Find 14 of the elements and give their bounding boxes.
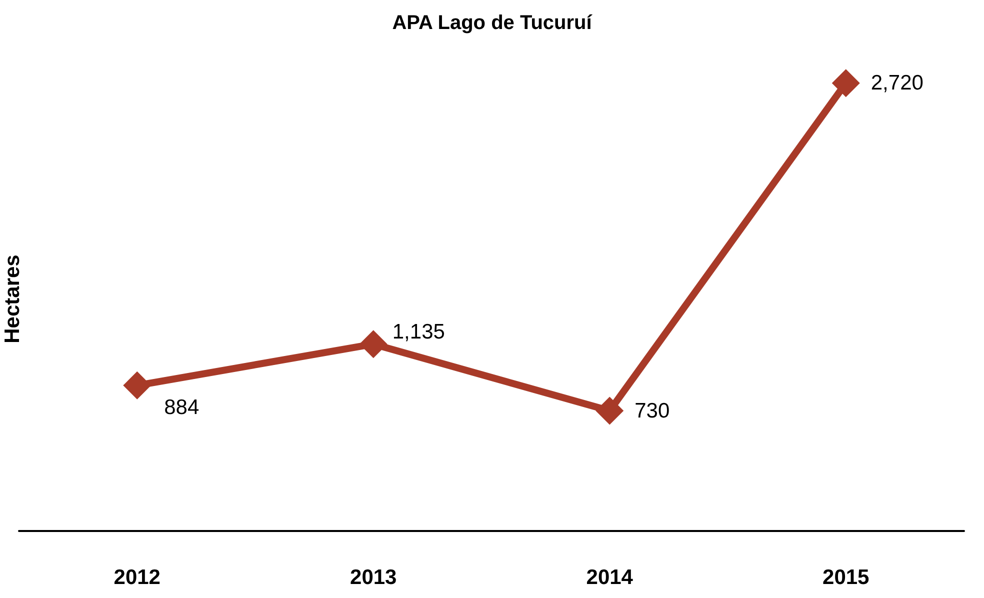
point <box>832 69 860 98</box>
data-label: 1,135 <box>392 320 445 344</box>
y-axis-title: Hectares <box>1 254 24 344</box>
x-tick-label: 2013 <box>350 566 397 589</box>
x-tick-label: 2014 <box>586 566 634 589</box>
chart-title: APA Lago de Tucuruí <box>392 12 594 34</box>
point <box>123 371 152 400</box>
x-tick-label: 2012 <box>114 566 160 589</box>
data-label: 2,720 <box>870 72 924 95</box>
data-label: 884 <box>164 396 200 419</box>
x-tick-label: 2015 <box>822 566 870 589</box>
data-label: 730 <box>634 399 670 422</box>
point <box>359 330 388 358</box>
point <box>596 396 624 425</box>
